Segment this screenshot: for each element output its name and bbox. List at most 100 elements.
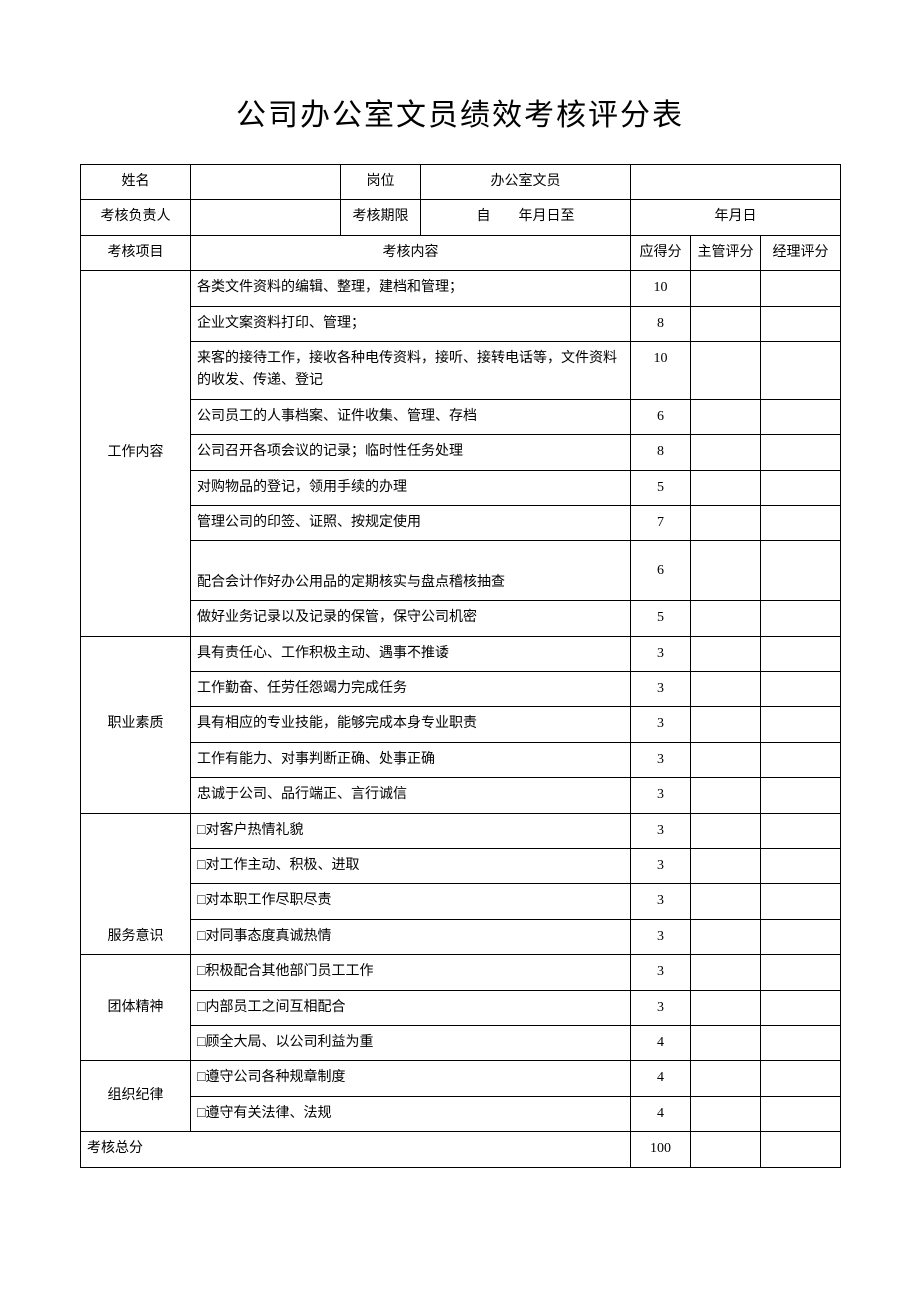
name-label: 姓名 [81,165,191,200]
manager-score [761,990,841,1025]
supervisor-score [691,1025,761,1060]
score-cell: 8 [631,306,691,341]
content-cell: □遵守有关法律、法规 [191,1096,631,1131]
total-value: 100 [631,1132,691,1167]
supervisor-score [691,672,761,707]
score-cell: 3 [631,636,691,671]
score-cell: 4 [631,1061,691,1096]
supervisor-score [691,1096,761,1131]
section-组织纪律: 组织纪律 [81,1061,191,1132]
score-cell: 3 [631,990,691,1025]
total-label: 考核总分 [81,1132,631,1167]
supervisor-score [691,341,761,399]
supervisor-score [691,955,761,990]
content-cell: □对同事态度真诚热情 [191,919,631,954]
supervisor-score [691,778,761,813]
section-团体精神: 团体精神 [81,955,191,1061]
content-cell: 对购物品的登记，领用手续的办理 [191,470,631,505]
manager-score [761,1061,841,1096]
supervisor-score [691,306,761,341]
content-cell: □对客户热情礼貌 [191,813,631,848]
content-cell: 工作有能力、对事判断正确、处事正确 [191,742,631,777]
content-cell: □顾全大局、以公司利益为重 [191,1025,631,1060]
reviewer-value [191,200,341,235]
content-cell: 配合会计作好办公用品的定期核实与盘点稽核抽查 [191,541,631,601]
content-cell: 来客的接待工作，接收各种电传资料，接听、接转电话等，文件资料的收发、传递、登记 [191,341,631,399]
manager-score [761,505,841,540]
score-cell: 3 [631,813,691,848]
content-cell: 做好业务记录以及记录的保管，保守公司机密 [191,601,631,636]
manager-score [761,849,841,884]
score-cell: 10 [631,271,691,306]
manager-score [761,435,841,470]
score-cell: 10 [631,341,691,399]
manager-score [761,1096,841,1131]
manager-score [761,955,841,990]
manager-score [761,1025,841,1060]
col-item: 考核项目 [81,235,191,270]
score-cell: 4 [631,1025,691,1060]
supervisor-score [691,884,761,919]
total-manager [761,1132,841,1167]
score-cell: 5 [631,601,691,636]
manager-score [761,541,841,601]
col-manager: 经理评分 [761,235,841,270]
supervisor-score [691,399,761,434]
total-supervisor [691,1132,761,1167]
supervisor-score [691,505,761,540]
content-cell: □遵守公司各种规章制度 [191,1061,631,1096]
manager-score [761,399,841,434]
manager-score [761,271,841,306]
content-cell: 工作勤奋、任劳任怨竭力完成任务 [191,672,631,707]
content-cell: □对本职工作尽职尽责 [191,884,631,919]
content-cell: 具有责任心、工作积极主动、遇事不推诿 [191,636,631,671]
content-cell: 具有相应的专业技能，能够完成本身专业职责 [191,707,631,742]
score-cell: 3 [631,778,691,813]
period-from: 自 年月日至 [421,200,631,235]
score-cell: 5 [631,470,691,505]
score-cell: 8 [631,435,691,470]
period-to: 年月日 [631,200,841,235]
col-supervisor: 主管评分 [691,235,761,270]
content-cell: 公司员工的人事档案、证件收集、管理、存档 [191,399,631,434]
content-cell: 管理公司的印签、证照、按规定使用 [191,505,631,540]
score-cell: 6 [631,399,691,434]
content-cell: □内部员工之间互相配合 [191,990,631,1025]
score-cell: 6 [631,541,691,601]
manager-score [761,601,841,636]
supervisor-score [691,707,761,742]
score-cell: 3 [631,672,691,707]
content-cell: 企业文案资料打印、管理； [191,306,631,341]
supervisor-score [691,470,761,505]
score-cell: 3 [631,919,691,954]
manager-score [761,636,841,671]
manager-score [761,919,841,954]
content-cell: 公司召开各项会议的记录；临时性任务处理 [191,435,631,470]
col-max: 应得分 [631,235,691,270]
position-value: 办公室文员 [421,165,631,200]
manager-score [761,672,841,707]
supervisor-score [691,813,761,848]
supervisor-score [691,601,761,636]
score-cell: 4 [631,1096,691,1131]
content-cell: □积极配合其他部门员工工作 [191,955,631,990]
supervisor-score [691,1061,761,1096]
col-content: 考核内容 [191,235,631,270]
manager-score [761,742,841,777]
content-cell: 忠诚于公司、品行端正、言行诚信 [191,778,631,813]
supervisor-score [691,435,761,470]
manager-score [761,707,841,742]
section-工作内容: 工作内容 [81,271,191,637]
supervisor-score [691,541,761,601]
score-cell: 3 [631,742,691,777]
manager-score [761,470,841,505]
period-label: 考核期限 [341,200,421,235]
section-职业素质: 职业素质 [81,636,191,813]
supervisor-score [691,742,761,777]
manager-score [761,778,841,813]
manager-score [761,813,841,848]
manager-score [761,306,841,341]
name-value [191,165,341,200]
score-cell: 3 [631,849,691,884]
supervisor-score [691,271,761,306]
